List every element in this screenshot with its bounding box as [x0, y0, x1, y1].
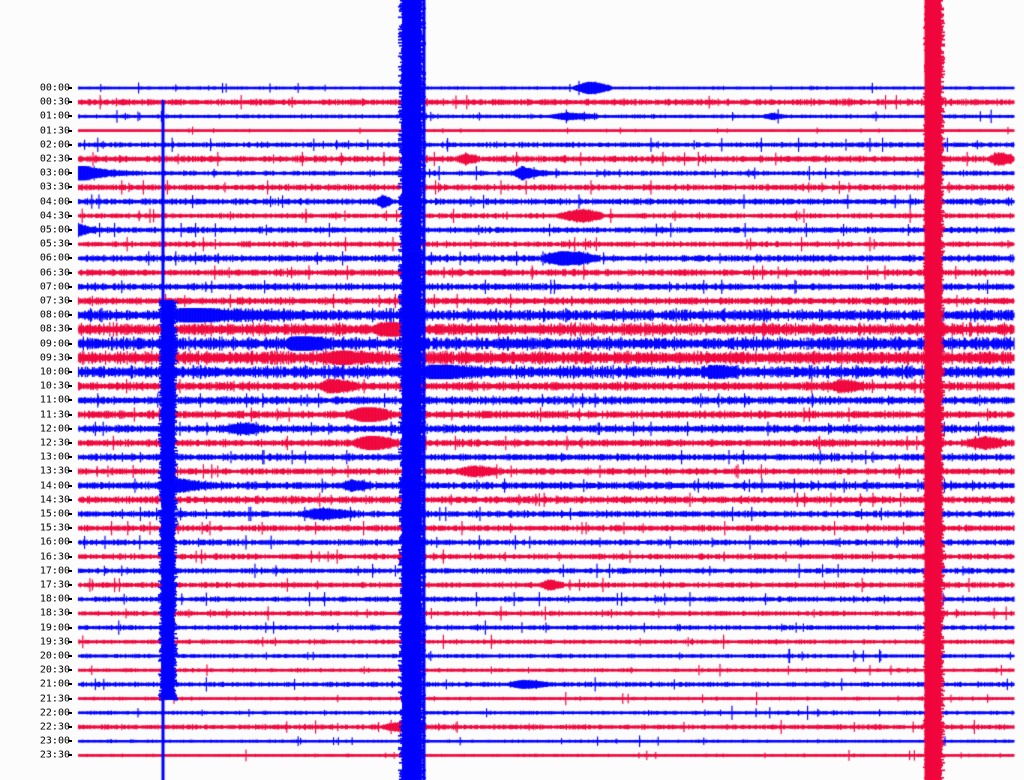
- time-label-0300: 03:00: [39, 167, 70, 179]
- time-label-2100: 21:00: [39, 678, 70, 690]
- time-label-0000: 00:00: [39, 82, 70, 94]
- time-label-1100: 11:00: [39, 394, 70, 406]
- time-label-1200: 12:00: [39, 423, 70, 435]
- time-label-1330: 13:30: [39, 465, 70, 477]
- time-tick: [68, 697, 72, 700]
- time-tick: [68, 101, 72, 104]
- time-tick: [68, 342, 72, 345]
- time-tick: [68, 200, 72, 203]
- time-label-0600: 06:00: [39, 252, 70, 264]
- time-label-1800: 18:00: [39, 593, 70, 605]
- time-label-1300: 13:00: [39, 451, 70, 463]
- time-tick: [68, 584, 72, 586]
- time-label-0330: 03:30: [39, 181, 70, 193]
- time-tick: [68, 371, 72, 373]
- time-tick: [68, 640, 72, 643]
- time-tick: [68, 442, 72, 444]
- time-tick: [68, 726, 72, 728]
- time-tick: [68, 513, 72, 515]
- time-tick: [68, 158, 72, 160]
- time-label-2000: 20:00: [39, 650, 70, 662]
- time-label-2300: 23:00: [39, 735, 70, 747]
- time-label-0430: 04:30: [39, 210, 70, 222]
- time-label-0900: 09:00: [39, 338, 70, 350]
- time-label-1000: 10:00: [39, 366, 70, 378]
- time-tick: [68, 314, 72, 317]
- time-label-1930: 19:30: [39, 636, 70, 648]
- time-tick: [68, 527, 72, 530]
- time-tick: [68, 257, 72, 260]
- time-label-0630: 06:30: [39, 267, 70, 279]
- time-label-0700: 07:00: [39, 281, 70, 293]
- time-tick: [68, 740, 72, 743]
- time-label-2330: 23:30: [39, 749, 70, 761]
- time-label-2030: 20:30: [39, 664, 70, 676]
- time-label-1700: 17:00: [39, 565, 70, 577]
- time-tick: [68, 186, 72, 189]
- time-tick: [68, 143, 72, 146]
- time-label-2200: 22:00: [39, 707, 70, 719]
- time-label-1030: 10:30: [39, 380, 70, 392]
- time-label-0400: 04:00: [39, 196, 70, 208]
- time-tick: [68, 214, 72, 217]
- time-label-0500: 05:00: [39, 224, 70, 236]
- time-label-1600: 16:00: [39, 536, 70, 548]
- time-label-0530: 05:30: [39, 238, 70, 250]
- time-label-1430: 14:30: [39, 494, 70, 506]
- time-tick: [68, 498, 72, 501]
- time-label-0230: 02:30: [39, 153, 70, 165]
- time-label-1230: 12:30: [39, 437, 70, 449]
- time-tick: [68, 172, 72, 175]
- time-tick: [68, 243, 72, 246]
- time-label-0730: 07:30: [39, 295, 70, 307]
- time-label-1900: 19:00: [39, 622, 70, 634]
- time-label-1500: 15:00: [39, 508, 70, 520]
- time-tick: [68, 271, 72, 274]
- time-tick: [68, 541, 72, 544]
- time-tick: [68, 129, 72, 132]
- time-tick: [68, 470, 72, 473]
- time-tick: [68, 427, 72, 430]
- time-tick: [68, 385, 72, 388]
- time-label-0830: 08:30: [39, 323, 70, 335]
- time-tick: [68, 399, 72, 402]
- time-tick: [68, 87, 72, 89]
- time-tick: [68, 285, 72, 288]
- time-tick: [68, 115, 72, 118]
- time-label-2230: 22:30: [39, 721, 70, 733]
- time-label-1400: 14:00: [39, 480, 70, 492]
- time-tick: [68, 569, 72, 572]
- time-tick: [68, 229, 72, 231]
- time-label-1530: 15:30: [39, 522, 70, 534]
- time-tick: [68, 655, 72, 657]
- time-tick: [68, 612, 72, 615]
- time-label-0100: 01:00: [39, 110, 70, 122]
- time-label-0200: 02:00: [39, 139, 70, 151]
- time-tick: [68, 484, 72, 487]
- time-tick: [68, 300, 72, 302]
- time-tick: [68, 456, 72, 459]
- time-tick: [68, 669, 72, 672]
- time-tick: [68, 356, 72, 359]
- time-label-1830: 18:30: [39, 607, 70, 619]
- time-tick: [68, 598, 72, 601]
- time-tick: [68, 626, 72, 629]
- time-axis: 00:00 00:30 01:00 01:30 02:00 02:30 03:00 03:30…: [0, 0, 76, 780]
- time-label-0130: 01:30: [39, 125, 70, 137]
- time-tick: [68, 413, 72, 416]
- time-tick: [68, 754, 72, 757]
- time-tick: [68, 683, 72, 686]
- time-label-1730: 17:30: [39, 579, 70, 591]
- time-tick: [68, 711, 72, 714]
- time-label-1130: 11:30: [39, 409, 70, 421]
- time-label-0800: 08:00: [39, 309, 70, 321]
- time-label-2130: 21:30: [39, 693, 70, 705]
- time-label-0930: 09:30: [39, 352, 70, 364]
- time-tick: [68, 328, 72, 331]
- time-tick: [68, 555, 72, 558]
- time-label-1630: 16:30: [39, 551, 70, 563]
- time-label-0030: 00:30: [39, 96, 70, 108]
